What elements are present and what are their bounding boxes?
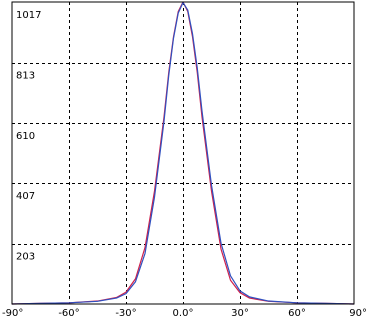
series-line-2 xyxy=(11,1,355,305)
x-tick-label: 90° xyxy=(349,308,367,319)
y-tick-label: 610 xyxy=(16,131,35,142)
x-tick-label: 60° xyxy=(288,308,306,319)
x-tick-labels: -90° -60° -30° 0.0° 30° 60° 90° xyxy=(2,308,367,319)
y-tick-label: 813 xyxy=(16,71,35,82)
y-tick-label: 203 xyxy=(16,252,35,263)
x-tick-label: -90° xyxy=(2,308,23,319)
grid xyxy=(12,2,354,304)
y-tick-labels: 203 407 610 813 1017 xyxy=(16,10,41,263)
x-tick-label: -60° xyxy=(58,308,79,319)
plot-frame xyxy=(11,1,355,305)
y-tick-label: 1017 xyxy=(16,10,41,21)
x-tick-label: 30° xyxy=(231,308,249,319)
y-tick-label: 407 xyxy=(16,191,35,202)
x-tick-label: 0.0° xyxy=(173,308,194,319)
x-tick-label: -30° xyxy=(115,308,136,319)
